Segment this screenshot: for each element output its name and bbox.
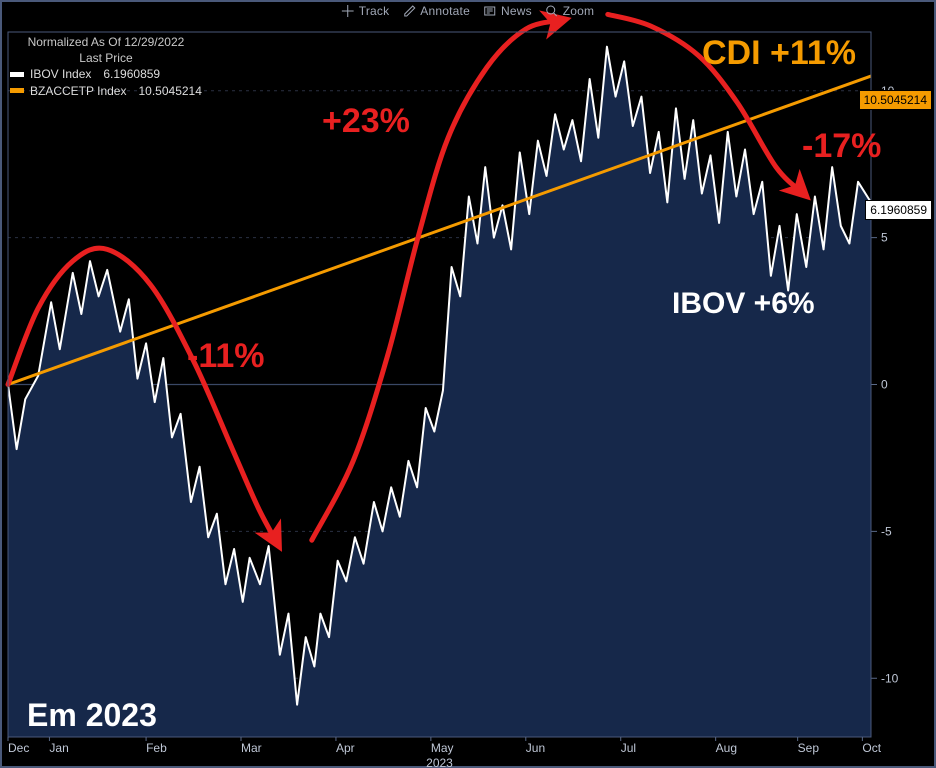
legend-row-ibov: IBOV Index 6.1960859 <box>10 66 202 82</box>
value-flag-bzaccetp: 10.5045214 <box>859 90 932 110</box>
legend-name-ibov: IBOV Index <box>30 66 91 82</box>
news-tool[interactable]: News <box>484 4 532 18</box>
legend-value-bzaccetp: 10.5045214 <box>138 83 201 99</box>
svg-text:Aug: Aug <box>716 741 737 755</box>
chart-frame: Track Annotate News Zoom Normalized As O… <box>0 0 936 768</box>
legend-box: Normalized As Of 12/29/2022 Last Price I… <box>10 34 202 99</box>
zoom-icon <box>546 5 558 17</box>
news-label: News <box>501 4 532 18</box>
svg-text:Dec: Dec <box>8 741 29 755</box>
svg-text:5: 5 <box>881 231 888 245</box>
legend-name-bzaccetp: BZACCETP Index <box>30 83 126 99</box>
annotate-tool[interactable]: Annotate <box>403 4 470 18</box>
svg-text:Feb: Feb <box>146 741 167 755</box>
value-flag-ibov: 6.1960859 <box>865 200 932 220</box>
svg-text:May: May <box>431 741 454 755</box>
svg-text:2023: 2023 <box>426 756 453 768</box>
svg-text:Apr: Apr <box>336 741 355 755</box>
svg-text:Mar: Mar <box>241 741 262 755</box>
legend-value-ibov: 6.1960859 <box>103 66 160 82</box>
track-tool[interactable]: Track <box>342 4 390 18</box>
chart-canvas: -10-50510DecJanFebMarAprMayJunJulAugSepO… <box>2 2 936 768</box>
svg-text:-5: -5 <box>881 524 892 538</box>
svg-text:Jun: Jun <box>526 741 545 755</box>
legend-title-1: Normalized As Of 12/29/2022 <box>10 34 202 50</box>
legend-swatch-bzaccetp <box>10 88 24 93</box>
chart-toolbar: Track Annotate News Zoom <box>342 4 595 18</box>
zoom-tool[interactable]: Zoom <box>546 4 594 18</box>
svg-text:0: 0 <box>881 378 888 392</box>
svg-text:Jul: Jul <box>621 741 636 755</box>
news-icon <box>484 5 496 17</box>
crosshair-icon <box>342 5 354 17</box>
legend-row-bzaccetp: BZACCETP Index 10.5045214 <box>10 83 202 99</box>
svg-text:-10: -10 <box>881 671 899 685</box>
svg-text:Sep: Sep <box>798 741 820 755</box>
track-label: Track <box>359 4 390 18</box>
legend-title-2: Last Price <box>10 50 202 66</box>
svg-text:Jan: Jan <box>49 741 68 755</box>
legend-swatch-ibov <box>10 72 24 77</box>
zoom-label: Zoom <box>563 4 594 18</box>
annotate-label: Annotate <box>420 4 470 18</box>
svg-text:Oct: Oct <box>862 741 881 755</box>
pencil-icon <box>403 5 415 17</box>
